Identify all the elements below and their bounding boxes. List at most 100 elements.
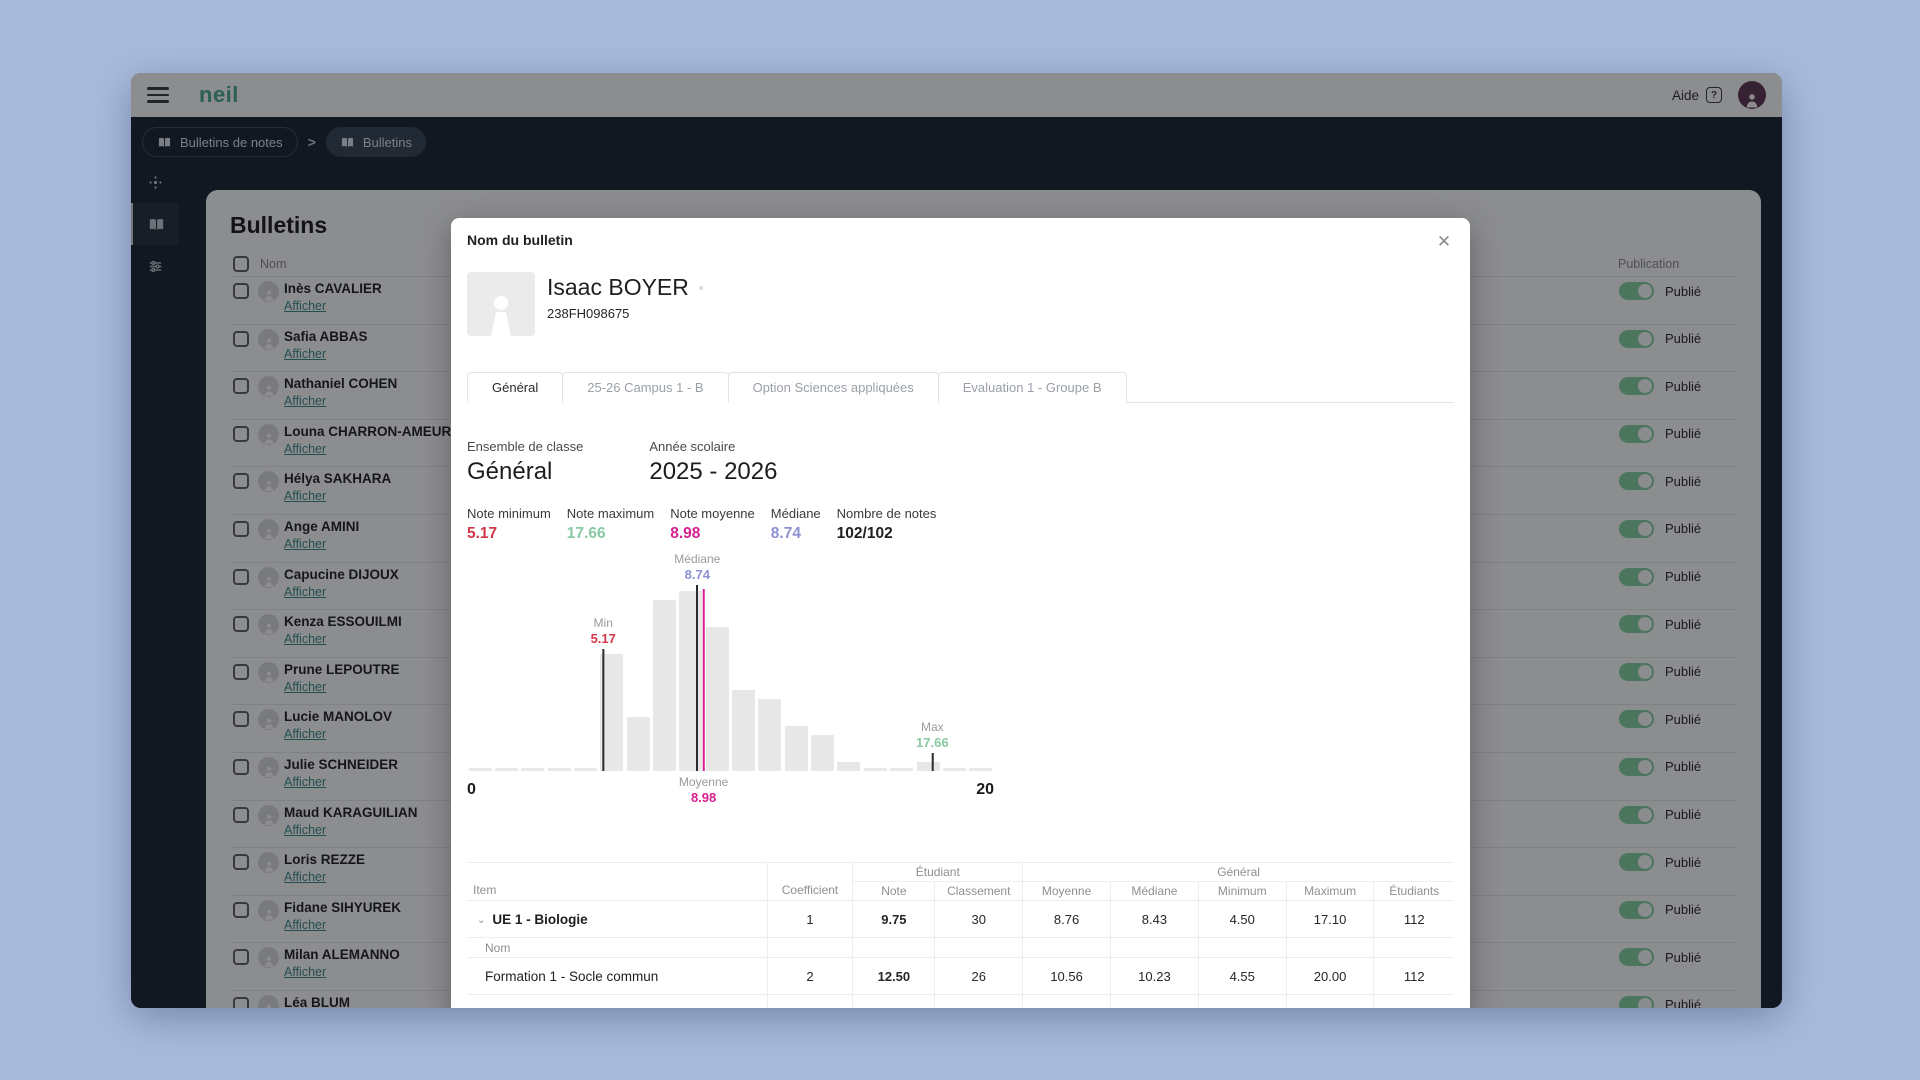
- row-checkbox[interactable]: [233, 473, 249, 490]
- row-checkbox[interactable]: [233, 949, 249, 966]
- breadcrumb-bulletins[interactable]: Bulletins: [325, 127, 426, 157]
- row-checkbox[interactable]: [233, 854, 249, 871]
- stat-label: Note moyenne: [670, 506, 755, 521]
- results-table-body: Item Coefficient Étudiant Général Note Classe…: [466, 862, 1455, 1008]
- publish-toggle[interactable]: [1619, 710, 1654, 729]
- afficher-link[interactable]: Afficher: [284, 917, 327, 932]
- class-set-label: Ensemble de classe: [467, 439, 584, 454]
- afficher-link[interactable]: Afficher: [284, 394, 327, 409]
- afficher-link[interactable]: Afficher: [284, 346, 327, 361]
- row-checkbox[interactable]: [233, 663, 249, 680]
- histogram-bar: [890, 768, 914, 771]
- chevron-right-icon: >: [307, 134, 316, 150]
- avatar: [258, 899, 279, 921]
- publish-toggle[interactable]: [1619, 662, 1654, 681]
- publish-toggle[interactable]: [1619, 615, 1654, 634]
- afficher-link[interactable]: Afficher: [284, 870, 327, 885]
- toggle-knob: [1638, 379, 1652, 394]
- row-checkbox[interactable]: [233, 330, 249, 347]
- afficher-link[interactable]: Afficher: [284, 441, 327, 456]
- afficher-link[interactable]: Afficher: [284, 299, 327, 313]
- histogram-bar: [679, 591, 703, 771]
- tab-4[interactable]: Evaluation 1 - Groupe B: [937, 372, 1127, 403]
- tab-3[interactable]: Option Sciences appliquées: [727, 372, 939, 403]
- publish-toggle[interactable]: [1619, 377, 1654, 396]
- row-checkbox[interactable]: [233, 758, 249, 775]
- person-icon: [264, 433, 273, 444]
- person-icon: [264, 290, 273, 301]
- publish-toggle[interactable]: [1619, 329, 1654, 348]
- sidebar-item-bulletins[interactable]: [131, 203, 179, 245]
- row-checkbox[interactable]: [233, 520, 249, 537]
- afficher-link[interactable]: Afficher: [284, 584, 327, 599]
- row-checkbox[interactable]: [233, 711, 249, 728]
- afficher-link[interactable]: Afficher: [284, 965, 327, 980]
- toggle-knob: [1638, 569, 1652, 584]
- histogram-bar: [574, 768, 598, 771]
- avatar: [258, 518, 279, 540]
- app-logo: Neil: [199, 82, 239, 107]
- publish-toggle[interactable]: [1619, 472, 1654, 491]
- afficher-link[interactable]: Afficher: [284, 679, 327, 694]
- student-name: Fidane SIHYUREK: [284, 899, 402, 915]
- publish-toggle[interactable]: [1619, 567, 1654, 586]
- toggle-knob: [1638, 855, 1652, 870]
- publish-toggle[interactable]: [1619, 900, 1654, 919]
- histogram-bar: [784, 726, 808, 771]
- row-checkbox[interactable]: [233, 283, 249, 299]
- user-avatar[interactable]: [1738, 81, 1766, 109]
- sidebar-item-hub[interactable]: [131, 161, 179, 203]
- close-icon[interactable]: ✕: [1436, 232, 1452, 251]
- publish-toggle[interactable]: [1619, 519, 1654, 538]
- sidebar: [131, 161, 179, 1008]
- histogram-bar: [916, 762, 940, 771]
- publish-toggle[interactable]: [1619, 757, 1654, 776]
- sidebar-item-settings[interactable]: [131, 245, 179, 287]
- select-all-checkbox[interactable]: [233, 256, 249, 272]
- afficher-link[interactable]: Afficher: [284, 536, 327, 551]
- publish-toggle[interactable]: [1619, 995, 1654, 1008]
- afficher-link[interactable]: Afficher: [284, 632, 327, 647]
- row-checkbox[interactable]: [233, 378, 249, 395]
- publication-cell: Publié: [1619, 710, 1701, 729]
- tab-1[interactable]: Général: [467, 372, 564, 403]
- student-name: Ange AMINI: [284, 518, 360, 534]
- row-checkbox[interactable]: [233, 568, 249, 585]
- breadcrumb-bulletins-de-notes[interactable]: Bulletins de notes: [142, 127, 298, 157]
- student-name: Safia ABBAS: [284, 328, 368, 344]
- student-name: Julie SCHNEIDER: [284, 756, 399, 772]
- stat-block: Médiane 8.74: [771, 506, 821, 543]
- row-checkbox[interactable]: [233, 425, 249, 442]
- afficher-link[interactable]: Afficher: [284, 774, 327, 789]
- publish-toggle[interactable]: [1619, 853, 1654, 872]
- publish-toggle[interactable]: [1619, 805, 1654, 824]
- table-column-header: Minimum: [1197, 881, 1287, 901]
- publish-toggle[interactable]: [1619, 424, 1654, 443]
- publish-label: Publié: [1665, 997, 1702, 1008]
- results-section: Item Coefficient Étudiant Général Note Classe…: [466, 862, 1455, 1008]
- afficher-link[interactable]: Afficher: [284, 727, 327, 742]
- publish-toggle[interactable]: [1619, 948, 1654, 967]
- help-button[interactable]: Aide ?: [1672, 87, 1722, 103]
- table-cell: 112: [1373, 957, 1455, 995]
- row-checkbox[interactable]: [233, 901, 249, 918]
- menu-icon[interactable]: [147, 87, 169, 103]
- histogram: 0 20 Min 5.17 Médiane 8.74 Moyenne 8.98 Max 17.…: [467, 552, 994, 805]
- afficher-link[interactable]: Afficher: [284, 822, 327, 837]
- edit-icon[interactable]: [698, 285, 703, 290]
- publish-label: Publié: [1665, 378, 1702, 394]
- chevron-down-icon[interactable]: ⌄: [477, 914, 486, 926]
- row-checkbox[interactable]: [233, 616, 249, 633]
- publication-cell: Publié: [1619, 853, 1701, 872]
- afficher-link[interactable]: Afficher: [284, 489, 327, 504]
- table-cell: 2: [766, 957, 854, 995]
- avatar: [258, 281, 279, 302]
- publish-toggle[interactable]: [1619, 282, 1654, 300]
- breadcrumb-label: Bulletins: [362, 134, 412, 150]
- context-section: Ensemble de classe Général Année scolair…: [467, 439, 1454, 486]
- toggle-knob: [1638, 712, 1652, 727]
- tab-2[interactable]: 25-26 Campus 1 - B: [562, 372, 729, 403]
- table-group-header: Étudiant: [852, 862, 1024, 882]
- row-checkbox[interactable]: [233, 996, 249, 1008]
- row-checkbox[interactable]: [233, 806, 249, 823]
